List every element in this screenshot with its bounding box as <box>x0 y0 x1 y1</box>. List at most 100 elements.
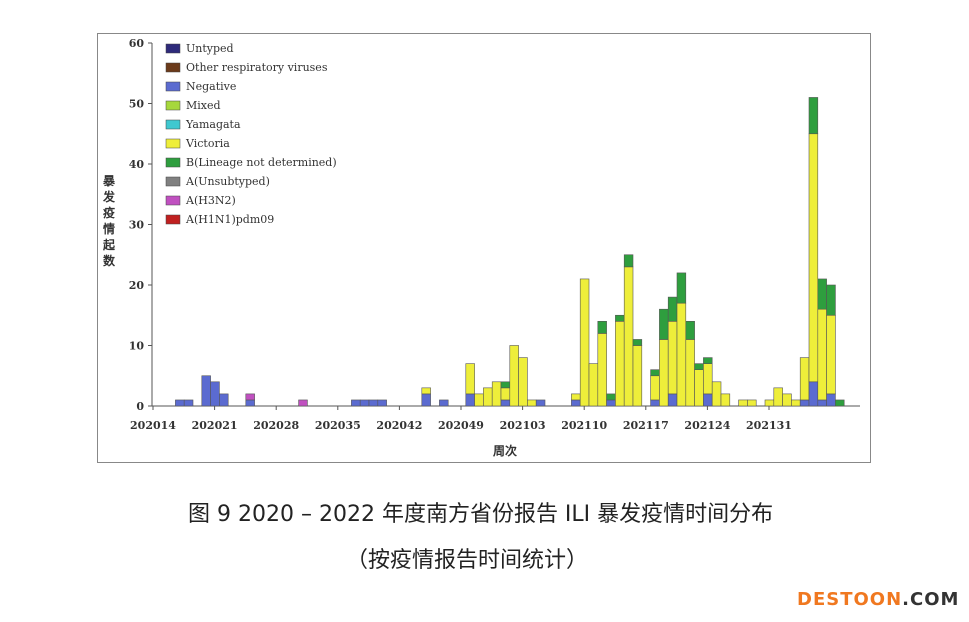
bar-segment-victoria <box>465 363 475 395</box>
y-axis-label-char: 起 <box>102 237 116 252</box>
bar-segment-negative <box>368 399 379 407</box>
x-axis-label: 周次 <box>493 443 517 458</box>
bar-segment-b-lineage-not-determined- <box>694 363 704 370</box>
bar-segment-negative <box>439 399 449 407</box>
bar-segment-victoria <box>483 387 493 407</box>
bar-segment-b-lineage-not-determined- <box>606 393 616 401</box>
watermark-text: DESTOON <box>797 589 903 610</box>
bar-segment-negative <box>219 393 229 407</box>
x-tick-label: 202124 <box>684 419 730 432</box>
chart-frame <box>97 33 871 463</box>
bar-segment-negative <box>535 399 546 407</box>
bar-segment-negative <box>571 399 581 407</box>
bar-segment-negative <box>826 393 836 407</box>
bar-segment-victoria <box>676 302 687 407</box>
y-axis-label-char: 疫 <box>103 205 115 220</box>
bar-segment-b-lineage-not-determined- <box>826 284 836 316</box>
bar-segment-b-lineage-not-determined- <box>676 272 687 304</box>
legend-label: Victoria <box>185 137 230 150</box>
bar-segment-negative <box>245 399 255 407</box>
bar-segment-b-lineage-not-determined- <box>685 320 695 340</box>
bar-segment-negative <box>650 399 660 407</box>
bar-segment-victoria <box>738 399 748 407</box>
bar-segment-b-lineage-not-determined- <box>615 314 625 322</box>
bar-segment-victoria <box>791 399 801 407</box>
bar-segment-negative <box>359 399 370 407</box>
x-tick-label: 202014 <box>130 419 176 432</box>
bar-segment-victoria <box>597 333 607 407</box>
bar-segment-negative <box>421 393 431 407</box>
bar-segment-victoria <box>694 369 704 407</box>
watermark-suffix: .COM <box>902 589 960 610</box>
x-tick-label: 202028 <box>253 419 299 432</box>
y-axis-label-char: 数 <box>103 253 116 268</box>
bar-segment-b-lineage-not-determined- <box>650 369 660 377</box>
y-axis-label-char: 暴 <box>102 174 116 188</box>
legend-swatch <box>165 138 181 149</box>
bar-segment-victoria <box>571 393 581 401</box>
bar-segment-negative <box>667 393 678 407</box>
bar-segment-victoria <box>509 345 519 407</box>
x-tick-label: 202035 <box>315 419 361 432</box>
y-tick-label: 30 <box>129 219 145 232</box>
bar-segment-victoria <box>650 375 660 401</box>
y-axis-label-char: 情 <box>103 221 115 236</box>
bar-segment-victoria <box>817 308 827 401</box>
bar-segment-victoria <box>632 345 643 407</box>
bar-segment-negative <box>808 381 819 407</box>
bar-segment-victoria <box>764 399 775 407</box>
legend-swatch <box>165 81 181 92</box>
bar-segment-victoria <box>703 363 713 395</box>
y-axis-label-char: 发 <box>102 189 116 204</box>
y-tick-label: 20 <box>129 279 145 292</box>
bar-segment-b-lineage-not-determined- <box>659 308 669 340</box>
bar-segment-b-lineage-not-determined- <box>835 399 845 407</box>
bar-segment-victoria <box>518 357 528 407</box>
legend-swatch <box>165 100 181 111</box>
bar-segment-b-lineage-not-determined- <box>703 357 713 364</box>
bar-segment-negative <box>351 399 361 407</box>
bar-segment-negative <box>201 375 211 407</box>
legend-swatch <box>165 176 181 187</box>
y-tick-label: 60 <box>129 37 145 50</box>
y-tick-label: 50 <box>129 98 145 111</box>
bar-segment-victoria <box>527 399 537 407</box>
bar-segment-negative <box>465 393 475 407</box>
bar-segment-negative <box>175 399 185 407</box>
legend-label: A(H3N2) <box>185 194 236 207</box>
bar-segment-victoria <box>799 357 810 401</box>
bar-segment-negative <box>703 393 713 407</box>
bar-segment-negative <box>606 399 616 407</box>
bar-segment-victoria <box>773 387 783 407</box>
x-tick-label: 202117 <box>623 419 669 432</box>
bar-segment-victoria <box>491 381 502 407</box>
bar-segment-victoria <box>747 399 757 407</box>
bar-segment-b-lineage-not-determined- <box>632 339 643 346</box>
bar-segment-victoria <box>808 133 819 383</box>
bar-segment-victoria <box>667 320 678 395</box>
legend-label: A(H1N1)pdm09 <box>185 213 274 226</box>
bar-segment-victoria <box>826 314 836 395</box>
bar-segment-negative <box>377 399 387 407</box>
bar-segment-victoria <box>421 387 431 395</box>
bar-segment-victoria <box>474 393 484 407</box>
x-tick-label: 202110 <box>561 419 607 432</box>
x-tick-label: 202103 <box>500 419 546 432</box>
legend-swatch <box>165 195 181 206</box>
legend-label: Untyped <box>186 42 234 55</box>
legend-swatch <box>165 43 181 54</box>
caption-line2: （按疫情报告时间统计） <box>346 548 589 573</box>
legend-swatch <box>165 119 181 130</box>
bar-segment-b-lineage-not-determined- <box>808 97 819 135</box>
bar-segment-victoria <box>685 339 695 407</box>
legend-label: B(Lineage not determined) <box>186 156 337 169</box>
bar-segment-b-lineage-not-determined- <box>623 254 634 268</box>
bar-segment-negative <box>817 399 827 407</box>
watermark: DESTOON.COM <box>797 589 959 610</box>
bar-segment-b-lineage-not-determined- <box>667 296 678 322</box>
bar-segment-victoria <box>711 381 722 407</box>
bar-segment-victoria <box>500 387 511 401</box>
caption-line1: 图 9 2020 – 2022 年度南方省份报告 ILI 暴发疫情时间分布 <box>188 502 774 527</box>
bar-segment-victoria <box>782 393 792 407</box>
